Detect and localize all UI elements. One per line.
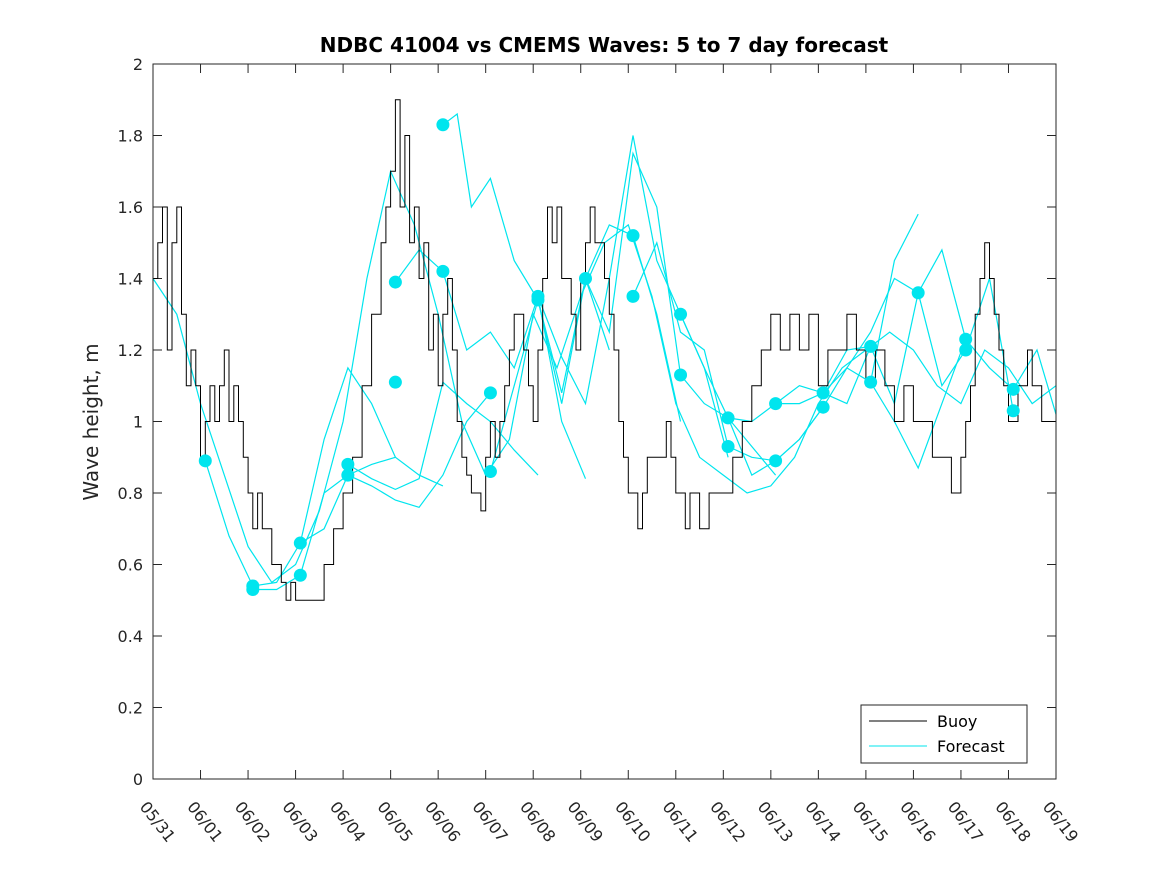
forecast-start-marker: [959, 343, 973, 357]
forecast-start-marker: [674, 368, 688, 382]
forecast-start-marker: [246, 583, 260, 597]
buoy-series-group: [153, 99, 1056, 601]
forecast-start-marker: [1006, 404, 1020, 418]
forecast-start-marker: [436, 118, 450, 132]
y-tick-label: 2: [133, 55, 143, 74]
forecast-start-marker: [769, 397, 783, 411]
y-tick-label: 0.4: [118, 627, 143, 646]
y-axis-ticks: 0 0.2 0.4 0.6 0.8 1 1.2 1.4 1.6 1.8 2: [118, 55, 1056, 789]
forecast-start-marker: [626, 289, 640, 303]
y-tick-label: 0.8: [118, 484, 143, 503]
forecast-line-3: [299, 392, 491, 544]
forecast-start-marker: [911, 286, 925, 300]
chart-title: NDBC 41004 vs CMEMS Waves: 5 to 7 day fo…: [320, 33, 889, 57]
forecast-start-marker: [816, 386, 830, 400]
forecast-start-marker: [626, 229, 640, 243]
forecast-start-marker: [721, 411, 735, 425]
forecast-start-marker: [483, 386, 497, 400]
y-tick-label: 1.4: [118, 270, 143, 289]
forecast-start-marker: [1006, 382, 1020, 396]
forecast-start-marker: [816, 400, 830, 414]
legend-box: [860, 704, 1028, 764]
y-axis-label: Wave height, m: [79, 343, 103, 500]
forecast-start-marker: [388, 275, 402, 289]
legend-forecast-label: Forecast: [937, 737, 1005, 756]
y-tick-label: 1.8: [118, 127, 143, 146]
forecast-start-marker: [674, 307, 688, 321]
forecast-start-marker: [388, 375, 402, 389]
y-tick-label: 1.2: [118, 341, 143, 360]
forecast-start-marker: [293, 568, 307, 582]
forecast-start-marker: [864, 375, 878, 389]
legend-buoy-label: Buoy: [937, 712, 977, 731]
forecast-start-marker: [436, 264, 450, 278]
y-tick-label: 1: [133, 413, 143, 432]
forecast-line-6: [442, 112, 610, 404]
forecast-start-marker: [198, 454, 212, 468]
forecast-start-marker: [864, 339, 878, 353]
forecast-line-5: [394, 249, 587, 479]
forecast-start-marker: [531, 293, 545, 307]
forecast-start-marker: [341, 457, 355, 471]
legend: Buoy Forecast: [860, 704, 1028, 764]
forecast-start-marker: [483, 465, 497, 479]
y-tick-label: 1.6: [118, 198, 143, 217]
y-tick-label: 0.6: [118, 556, 143, 575]
forecast-start-marker: [769, 454, 783, 468]
forecast-start-marker: [959, 332, 973, 346]
forecast-start-marker: [293, 536, 307, 550]
buoy-line: [153, 99, 1056, 601]
forecast-markers-group: [198, 118, 1020, 597]
forecast-start-marker: [578, 272, 592, 285]
plot-frame: [152, 63, 1057, 780]
forecast-start-marker: [341, 468, 355, 482]
forecast-line-13: [775, 248, 967, 405]
y-tick-label: 0: [133, 770, 143, 789]
y-tick-label: 0.2: [118, 699, 143, 718]
forecast-start-marker: [721, 440, 735, 454]
